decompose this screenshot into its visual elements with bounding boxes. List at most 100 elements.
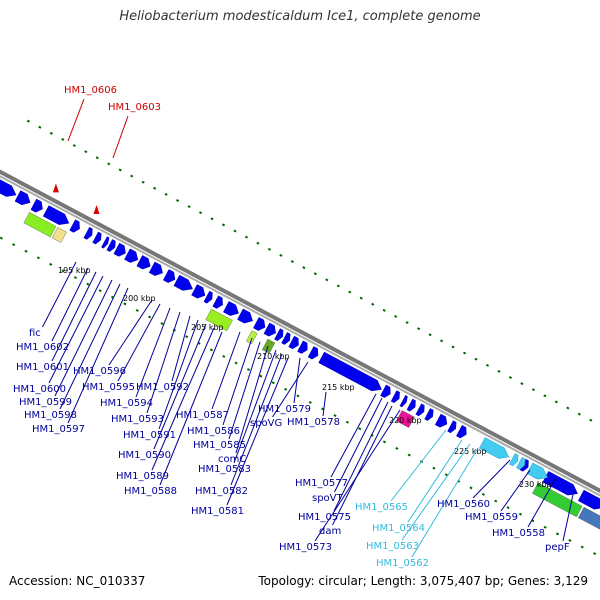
inner-tick-mark <box>49 262 53 266</box>
cds-cyan-arrow <box>479 437 510 459</box>
gene-label: spoVG <box>250 418 282 429</box>
outer-tick-mark <box>221 223 226 227</box>
gene-label-pointer <box>226 357 289 506</box>
map-title: Heliobacterium modesticaldum Ice1, compl… <box>119 9 481 24</box>
gene-label: HM1_0564 <box>372 523 425 534</box>
inner-tick-mark <box>432 466 436 470</box>
gene-label: HM1_0585 <box>193 440 246 451</box>
outer-tick-mark <box>543 394 547 398</box>
gene-label-pointer <box>171 315 191 382</box>
inner-tick-mark <box>98 289 102 293</box>
gene-label-pointer <box>233 349 277 464</box>
inner-tick-mark <box>160 322 164 326</box>
red-triangle-marker <box>93 204 100 214</box>
gene-label-pointer <box>159 331 223 486</box>
accession-text: Accession: NC_010337 <box>9 574 146 588</box>
cds-cyan-arrow <box>526 462 548 480</box>
gene-label: HM1_0597 <box>32 424 85 435</box>
inner-tick-mark <box>407 453 411 457</box>
inner-tick-mark <box>222 354 226 358</box>
gene-label-pointer <box>42 261 77 328</box>
outer-tick-mark <box>38 125 42 129</box>
cds-forward-arrow <box>288 335 299 350</box>
cds-forward-arrow <box>83 226 93 240</box>
outer-tick-mark <box>497 369 501 373</box>
cds-forward-arrow <box>399 394 408 408</box>
backbone-line <box>0 169 600 494</box>
gene-label: HM1_0587 <box>176 410 229 421</box>
inner-tick-mark <box>123 302 127 306</box>
gene-label: HM1_0598 <box>24 410 77 421</box>
red-label-pointer <box>67 98 85 142</box>
cds-forward-arrow <box>274 328 284 342</box>
gene-label: HM1_0579 <box>258 404 311 415</box>
gene-label-pointer <box>272 361 309 418</box>
outer-tick-mark <box>520 382 524 386</box>
cds-forward-arrow <box>281 332 291 345</box>
gene-label-pointer <box>151 327 215 471</box>
gene-label-pointer <box>211 331 241 410</box>
gene-label: HM1_0559 <box>465 512 518 523</box>
tick-label: 230 kbp <box>519 480 552 489</box>
cds-forward-arrow <box>136 255 151 270</box>
inner-tick-mark <box>246 368 251 372</box>
gene-label: comC <box>218 454 246 465</box>
gene-label: HM1_0581 <box>191 506 244 517</box>
gene-label-pointer <box>333 401 389 512</box>
gene-label: HM1_0577 <box>295 478 348 489</box>
cds-forward-arrow <box>424 408 434 421</box>
gene-label-pointer <box>562 489 575 542</box>
cds-forward-arrow <box>447 420 457 434</box>
gene-label: HM1_0593 <box>111 414 164 425</box>
gene-label: HM1_0588 <box>124 486 177 497</box>
outer-tick-mark <box>474 357 478 361</box>
red-triangle-marker <box>52 183 59 193</box>
cds-cyan-arrow <box>509 453 519 467</box>
outer-tick-mark <box>485 363 490 367</box>
outer-tick-mark <box>118 168 122 172</box>
gene-label-pointer <box>527 477 557 528</box>
red-gene-label: HM1_0603 <box>108 102 161 113</box>
backbone-line <box>0 175 600 497</box>
gene-label: HM1_0563 <box>366 541 419 552</box>
gene-label-pointer <box>59 283 121 410</box>
gene-label: HM1_0565 <box>355 502 408 513</box>
inner-tick-mark <box>308 400 312 404</box>
cds-forward-arrow <box>69 219 80 233</box>
outer-tick-mark <box>462 351 467 355</box>
tick-label: 220 kbp <box>389 416 422 425</box>
cds-forward-arrow <box>30 198 43 213</box>
outer-tick-mark <box>267 247 271 251</box>
inner-tick-mark <box>259 374 263 378</box>
outer-tick-mark <box>130 174 134 178</box>
inner-tick-mark <box>469 486 473 490</box>
outer-tick-mark <box>176 199 180 202</box>
outer-tick-mark <box>26 119 30 123</box>
cds-forward-arrow <box>456 425 467 439</box>
red-label-pointer <box>112 115 129 159</box>
outer-tick-mark <box>508 376 513 379</box>
gene-label: HM1_0592 <box>136 382 189 393</box>
inner-tick-mark <box>209 348 214 352</box>
cds-forward-arrow <box>106 239 116 252</box>
gene-label: HM1_0601 <box>16 362 69 373</box>
inner-tick-mark <box>296 394 300 398</box>
gene-label: HM1_0590 <box>118 450 171 461</box>
gene-label: HM1_0573 <box>279 542 332 553</box>
cds-forward-arrow <box>223 301 239 316</box>
outer-tick-mark <box>589 418 593 422</box>
inner-tick-mark <box>444 473 448 477</box>
inner-tick-mark <box>345 420 349 424</box>
inner-tick-mark <box>382 440 387 444</box>
outer-tick-mark <box>107 162 111 166</box>
inner-tick-mark <box>0 236 3 240</box>
gene-label-pointer <box>314 409 401 542</box>
gene-label-pointer <box>228 341 261 440</box>
tick-label: 225 kbp <box>454 447 487 456</box>
cds-forward-arrow <box>124 248 139 263</box>
inner-tick-mark <box>333 414 337 418</box>
gene-label: fic <box>29 328 41 339</box>
gene-label: HM1_0582 <box>195 486 248 497</box>
cds-forward-arrow <box>14 190 31 206</box>
